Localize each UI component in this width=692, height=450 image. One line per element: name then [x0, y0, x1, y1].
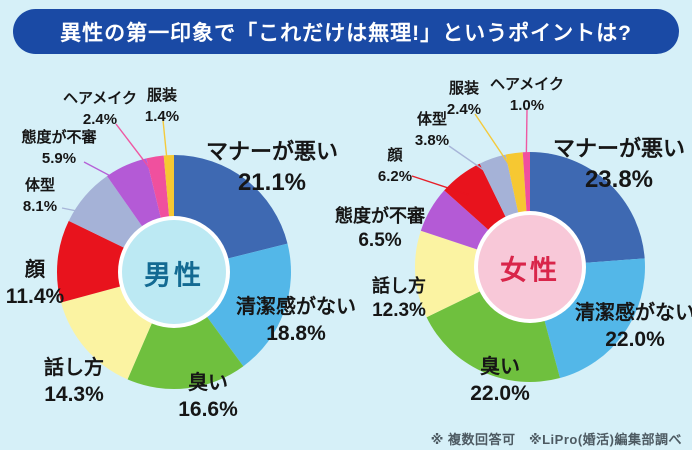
- donut-hole: [478, 215, 582, 319]
- leader-line: [162, 119, 170, 176]
- leader-line: [525, 109, 528, 173]
- donut-hole: [122, 220, 226, 324]
- survey-note: ※ 複数回答可 ※LiPro(婚活)編集部調べ: [430, 432, 682, 447]
- chart-center-label-men: 男性: [144, 260, 204, 291]
- leader-line: [411, 175, 469, 196]
- pie-slice: [127, 272, 244, 390]
- leader-line: [474, 113, 516, 174]
- title-banner: 異性の第一印象で「これだけは無理!」というポイントは?: [13, 9, 679, 54]
- pie-slice: [414, 230, 530, 318]
- pie-slice: [57, 220, 174, 303]
- leader-line: [115, 123, 157, 178]
- leader-line: [61, 207, 96, 216]
- chart-center-label-women: 女性: [500, 255, 560, 286]
- leader-line: [83, 161, 130, 187]
- page-title: 異性の第一印象で「これだけは無理!」というポイントは?: [60, 21, 632, 45]
- leader-line: [448, 145, 497, 179]
